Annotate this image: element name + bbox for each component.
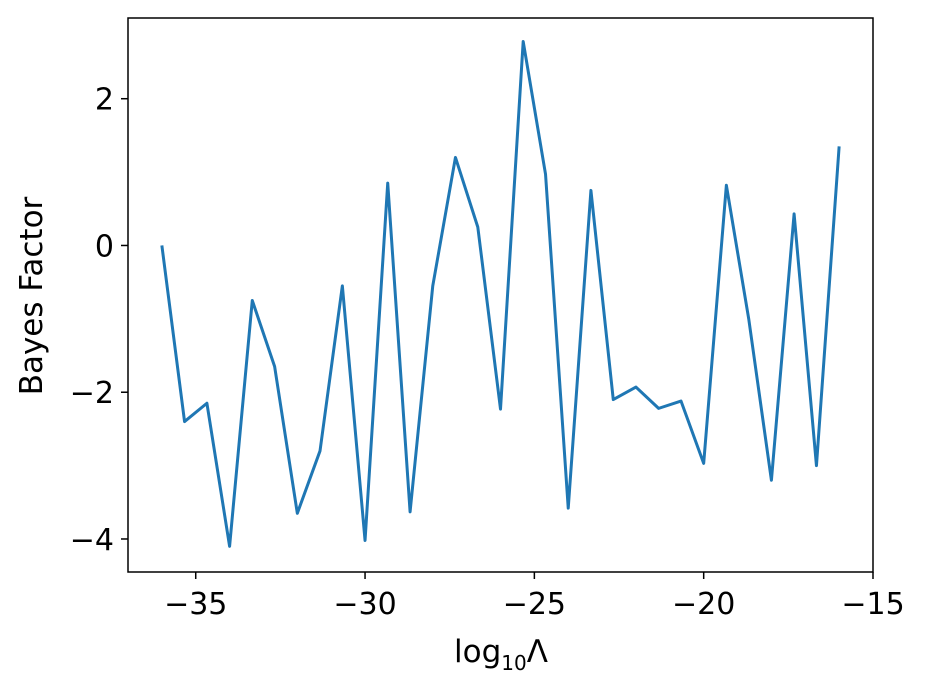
plot-area <box>160 39 841 548</box>
y-tick-label: −2 <box>70 376 114 411</box>
y-axis-ticks: 2 0 −2 −4 <box>70 83 128 558</box>
x-tick-label: −20 <box>672 587 735 622</box>
x-tick-label: −30 <box>333 587 396 622</box>
x-tick-label: −25 <box>503 587 566 622</box>
y-tick-label: −4 <box>70 523 114 558</box>
series-line-0 <box>160 39 841 548</box>
x-axis-label-subscript: 10 <box>501 651 526 675</box>
y-tick-label: 2 <box>95 83 114 118</box>
x-axis-label: log10Λ <box>454 634 548 675</box>
x-axis-ticks: −35 −30 −25 −20 −15 <box>164 572 905 622</box>
x-axis-label-prefix: log <box>454 634 501 670</box>
y-axis-label: Bayes Factor <box>14 196 50 395</box>
plot-frame <box>127 17 874 573</box>
x-axis-label-suffix: Λ <box>527 634 548 670</box>
x-tick-label: −35 <box>164 587 227 622</box>
y-tick-label: 0 <box>95 229 114 264</box>
x-tick-label: −15 <box>841 587 904 622</box>
